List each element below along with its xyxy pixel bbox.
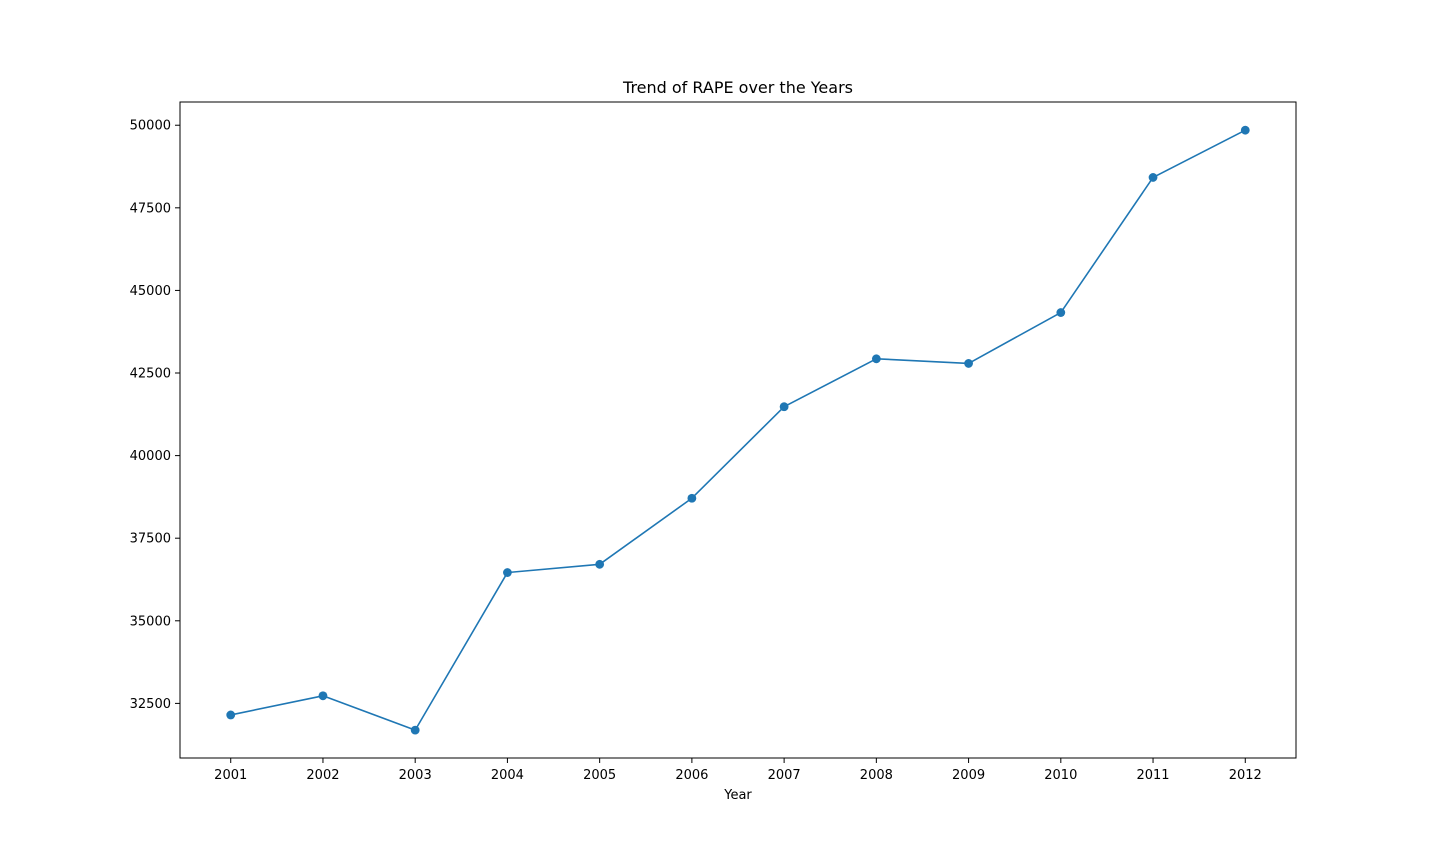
x-tick-label: 2007 bbox=[768, 768, 801, 783]
x-tick-label: 2001 bbox=[214, 768, 247, 783]
y-tick-label: 45000 bbox=[130, 284, 171, 299]
chart-title: Trend of RAPE over the Years bbox=[622, 78, 853, 97]
data-point bbox=[1240, 125, 1250, 135]
x-tick-label: 2003 bbox=[399, 768, 432, 783]
x-tick-label: 2009 bbox=[952, 768, 985, 783]
data-point bbox=[687, 493, 697, 503]
data-point bbox=[226, 710, 236, 720]
y-tick-label: 50000 bbox=[130, 119, 171, 134]
x-tick-label: 2011 bbox=[1136, 768, 1169, 783]
y-tick-label: 35000 bbox=[130, 614, 171, 629]
data-point bbox=[871, 354, 881, 364]
data-point bbox=[1056, 308, 1066, 317]
data-point bbox=[595, 559, 605, 569]
data-point bbox=[318, 691, 328, 701]
series-line bbox=[230, 129, 1246, 731]
y-tick-label: 47500 bbox=[130, 201, 171, 216]
x-tick-label: 2008 bbox=[860, 768, 893, 783]
x-tick-label: 2002 bbox=[306, 768, 339, 783]
data-point bbox=[964, 359, 973, 368]
y-tick-label: 32500 bbox=[130, 697, 171, 712]
data-point bbox=[779, 402, 789, 412]
y-tick-label: 40000 bbox=[130, 449, 171, 464]
plot-frame bbox=[179, 101, 1297, 759]
data-point bbox=[410, 725, 420, 735]
x-axis-label: Year bbox=[723, 788, 752, 803]
y-tick-label: 37500 bbox=[130, 532, 171, 547]
x-tick-label: 2010 bbox=[1044, 768, 1077, 783]
x-tick-label: 2012 bbox=[1229, 768, 1262, 783]
data-point bbox=[503, 568, 512, 577]
x-tick-label: 2004 bbox=[491, 768, 524, 783]
x-tick-label: 2005 bbox=[583, 768, 616, 783]
y-tick-label: 42500 bbox=[130, 367, 171, 382]
x-tick-label: 2006 bbox=[675, 768, 708, 783]
data-point bbox=[1148, 173, 1158, 182]
plot-area: 2001 2002 2003 2004 2005 2006 2007 2008 2009 2010… bbox=[130, 101, 1297, 783]
